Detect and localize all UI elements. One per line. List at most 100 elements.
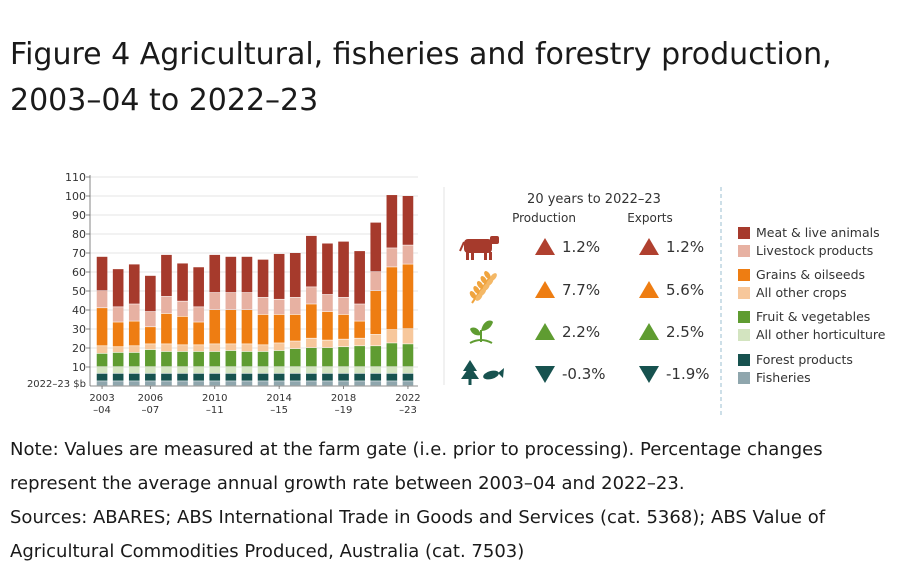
bar-segment (386, 248, 398, 267)
note-block: Note: Values are measured at the farm ga… (10, 433, 905, 569)
x-tick-label: –15 (270, 405, 288, 416)
bar-segment (322, 367, 333, 374)
tree-icon (463, 360, 477, 371)
production-growth-value: 1.2% (562, 238, 600, 256)
bar-segment (128, 373, 140, 381)
bar-segment (386, 373, 398, 381)
bar-segment (273, 299, 285, 315)
note-line-1: Note: Values are measured at the farm ga… (10, 439, 823, 460)
y-tick-label: 110 (65, 171, 86, 184)
fish-icon (483, 370, 499, 380)
bar-segment (306, 367, 317, 374)
bar-segment (96, 381, 108, 386)
bar-segment (273, 367, 285, 374)
summary-heading: 20 years to 2022–23 (527, 192, 661, 207)
y-tick-label: 40 (72, 304, 86, 317)
y-tick-label: 60 (72, 266, 86, 279)
legend-label: Fruit & vegetables (756, 309, 870, 324)
title-line-1: Figure 4 Agricultural, fisheries and for… (10, 37, 832, 72)
growth-arrow-down (639, 366, 659, 383)
bar-segment (145, 373, 156, 381)
bar-segment (177, 373, 188, 381)
export-growth-value: 1.2% (666, 238, 704, 256)
y-tick-label: 100 (65, 190, 86, 203)
bar-segment (177, 367, 188, 374)
bar-segment (96, 346, 108, 354)
bar-segment (273, 253, 285, 299)
bar-segment (161, 254, 172, 297)
bar-segment (209, 344, 221, 352)
bar-segment (96, 373, 108, 381)
y-tick-label: 10 (72, 361, 86, 374)
x-tick-label: –07 (141, 405, 159, 416)
bar-segment (257, 373, 269, 381)
bar-segment (273, 381, 285, 386)
wheat-icon (480, 276, 488, 284)
legend-label: Meat & live animals (756, 225, 880, 240)
bar-segment (338, 367, 349, 374)
legend-swatch (738, 354, 750, 366)
growth-arrow-up (535, 281, 555, 298)
bar-segment (209, 367, 221, 374)
bar-segment (402, 381, 414, 386)
legend-label: All other horticulture (756, 327, 886, 342)
bar-segment (241, 292, 253, 310)
bar-segment (386, 381, 398, 386)
y-tick-label: 50 (72, 285, 86, 298)
bar-segment (112, 322, 124, 347)
legend-swatch (738, 269, 750, 281)
legend-label: Grains & oilseeds (756, 267, 865, 282)
bar-segment (128, 367, 140, 374)
bar-segment (322, 373, 333, 381)
legend-label: Livestock products (756, 243, 873, 258)
bar-segment (273, 373, 285, 381)
bar-segment (225, 256, 237, 293)
bar-segment (96, 367, 108, 374)
bar-segment (257, 297, 269, 315)
bar-segment (193, 307, 204, 322)
bar-segment (241, 367, 253, 374)
bar-segment (338, 241, 349, 298)
bar-segment (257, 351, 269, 367)
bar-segment (338, 339, 349, 347)
growth-summary-table: 20 years to 2022–23 Production Exports 1.2%… (459, 192, 710, 385)
column-header-exports: Exports (627, 211, 673, 225)
bar-segment (96, 308, 108, 346)
wheat-icon (473, 286, 480, 294)
y-tick-label: 90 (72, 209, 86, 222)
legend-swatch (738, 227, 750, 239)
bar-segment (225, 344, 237, 351)
bar-segment (112, 307, 124, 322)
bar-segment (257, 345, 269, 352)
growth-arrow-up (535, 323, 555, 340)
legend-swatch (738, 245, 750, 257)
x-tick-label: 2003 (89, 393, 114, 404)
figure-title: Figure 4 Agricultural, fisheries and for… (10, 32, 900, 124)
growth-arrow-up (639, 238, 659, 255)
bar-segment (289, 348, 301, 367)
bar-segment (161, 381, 172, 386)
growth-arrow-up (639, 281, 659, 298)
bar-segment (370, 346, 382, 367)
bar-segment (370, 291, 382, 335)
bar-segment (128, 304, 140, 321)
sprout-icon (481, 320, 493, 331)
bar-segment (354, 346, 365, 367)
bar-segment (209, 381, 221, 386)
legend-swatch (738, 287, 750, 299)
bar-segment (145, 367, 156, 374)
bar-segment (128, 381, 140, 386)
column-header-production: Production (512, 211, 576, 225)
bar-segment (306, 338, 317, 348)
bar-segment (402, 344, 414, 367)
bar-segment (193, 267, 204, 307)
bar-segment (354, 338, 365, 346)
bar-segment (177, 301, 188, 317)
y-tick-label: 80 (72, 228, 86, 241)
y-tick-label: 30 (72, 323, 86, 336)
bar-segment (386, 195, 398, 248)
bar-segment (338, 297, 349, 315)
bar-segment (128, 352, 140, 367)
bar-segment (402, 329, 414, 344)
bar-segment (322, 311, 333, 340)
